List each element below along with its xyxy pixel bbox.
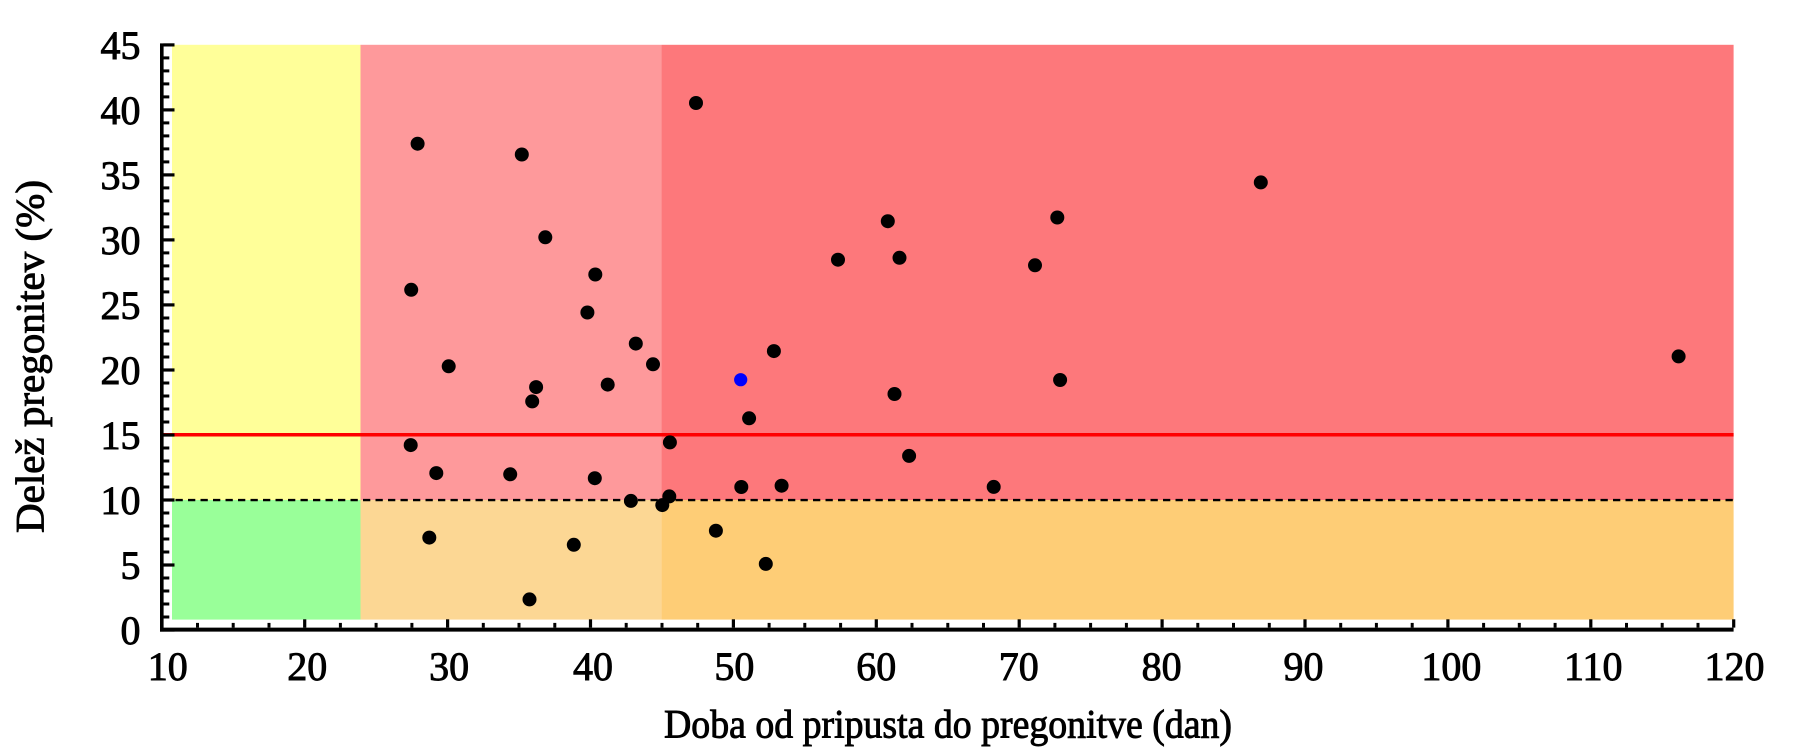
svg-text:35: 35 (101, 153, 141, 198)
svg-text:5: 5 (121, 543, 141, 588)
svg-text:Doba od pripusta do pregonitve: Doba od pripusta do pregonitve (dan) (664, 702, 1232, 747)
svg-text:40: 40 (573, 644, 613, 689)
svg-text:20: 20 (287, 644, 327, 689)
svg-text:10: 10 (101, 478, 141, 523)
svg-text:90: 90 (1284, 644, 1324, 689)
svg-text:15: 15 (101, 413, 141, 458)
svg-text:30: 30 (101, 218, 141, 263)
svg-text:25: 25 (101, 283, 141, 328)
svg-text:120: 120 (1705, 644, 1765, 689)
svg-text:60: 60 (856, 644, 896, 689)
svg-text:50: 50 (714, 644, 754, 689)
svg-text:100: 100 (1421, 644, 1481, 689)
svg-text:45: 45 (101, 23, 141, 68)
svg-text:10: 10 (148, 644, 188, 689)
svg-text:Delež pregonitev (%): Delež pregonitev (%) (8, 180, 53, 533)
svg-text:0: 0 (121, 608, 141, 653)
svg-text:110: 110 (1564, 644, 1623, 689)
svg-text:20: 20 (101, 348, 141, 393)
svg-text:40: 40 (101, 88, 141, 133)
svg-text:70: 70 (999, 644, 1039, 689)
svg-text:80: 80 (1142, 644, 1182, 689)
svg-text:30: 30 (429, 644, 469, 689)
